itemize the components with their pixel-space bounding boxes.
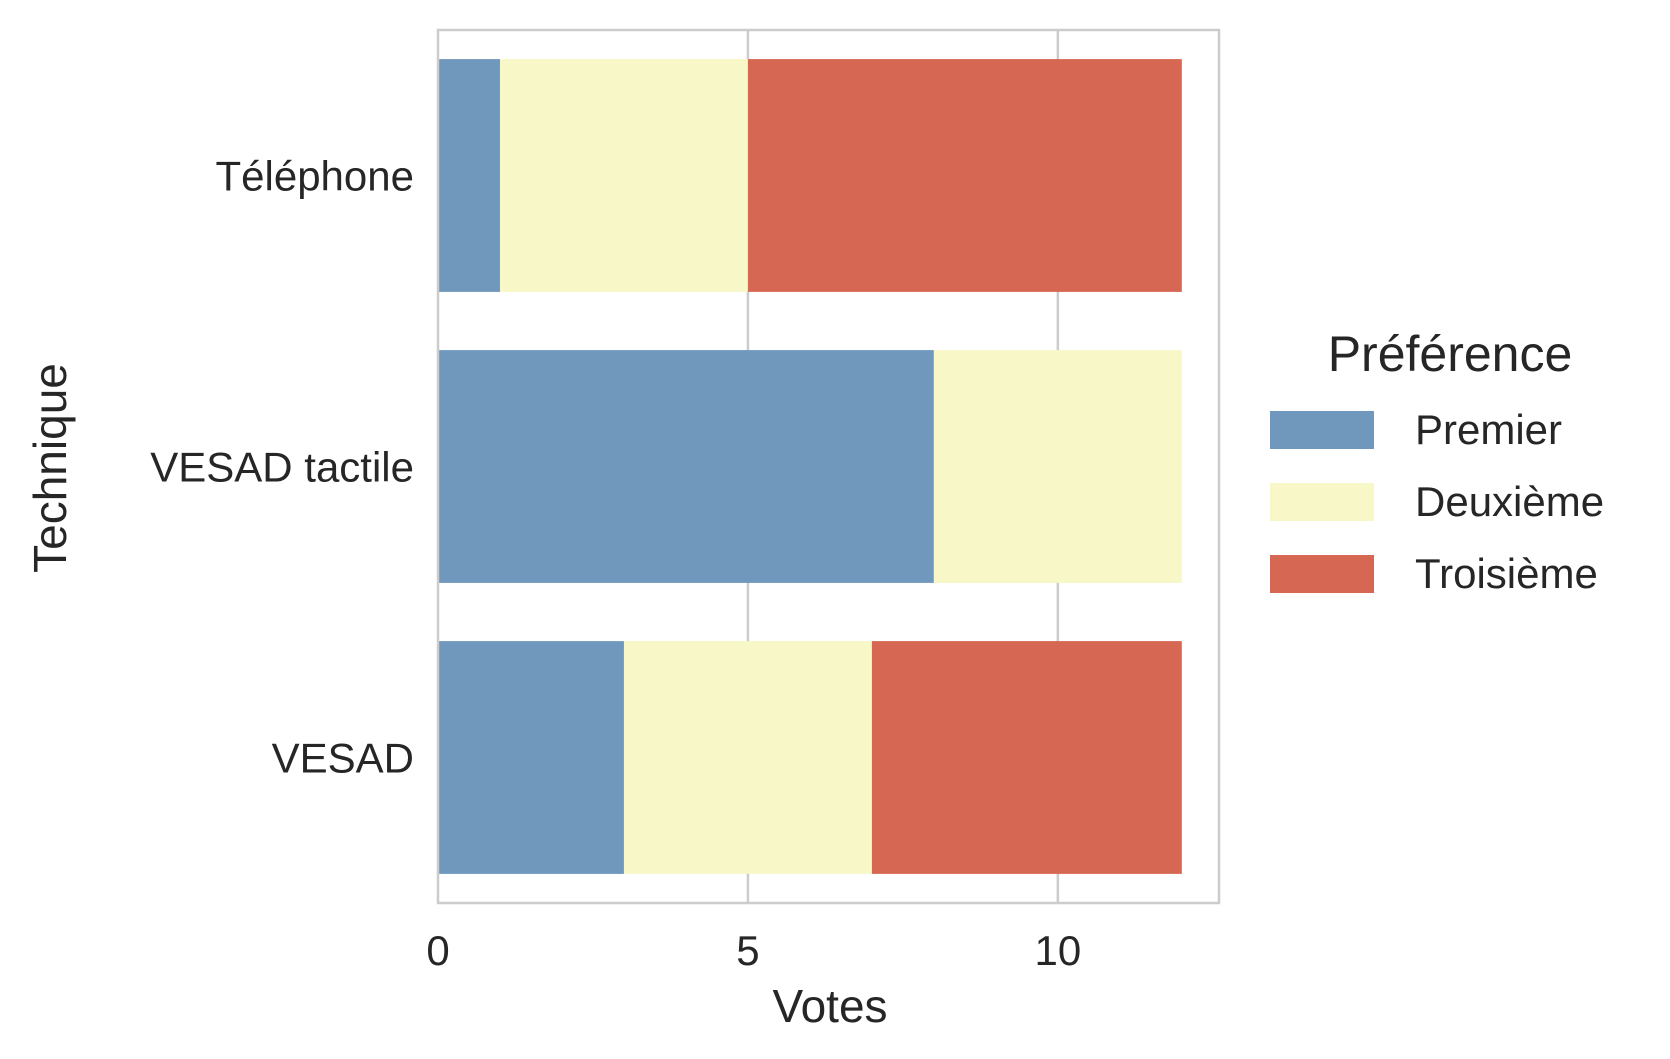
y-tick-label: VESAD tactile [150, 444, 414, 491]
plot-frame [436, 28, 1221, 905]
legend-swatch [1270, 483, 1374, 521]
bar-segment [871, 641, 1182, 874]
legend: Préférence Premier Deuxième Troisième [1270, 326, 1604, 597]
legend-swatch [1270, 411, 1374, 449]
bars [438, 59, 1182, 874]
x-tick-label: 0 [426, 927, 449, 974]
legend-title: Préférence [1328, 326, 1573, 382]
x-tick-labels: 0 5 10 [426, 927, 1081, 974]
x-tick-label: 5 [736, 927, 759, 974]
bar-segment [933, 350, 1182, 583]
bar-segment [499, 59, 748, 292]
y-tick-labels: Téléphone VESAD tactile VESAD [150, 153, 414, 782]
legend-swatch [1270, 555, 1374, 593]
x-tick-label: 10 [1034, 927, 1081, 974]
y-tick-label: VESAD [272, 735, 414, 782]
legend-label: Premier [1415, 406, 1562, 453]
bar-segment [438, 350, 934, 583]
legend-label: Deuxième [1415, 478, 1604, 525]
x-axis-label: Votes [772, 980, 887, 1032]
y-axis-label: Technique [24, 363, 76, 573]
bar-segment [438, 59, 500, 292]
legend-label: Troisième [1415, 550, 1598, 597]
y-tick-label: Téléphone [216, 153, 415, 200]
bar-segment [747, 59, 1182, 292]
bar-segment [623, 641, 872, 874]
bar-segment [438, 641, 624, 874]
